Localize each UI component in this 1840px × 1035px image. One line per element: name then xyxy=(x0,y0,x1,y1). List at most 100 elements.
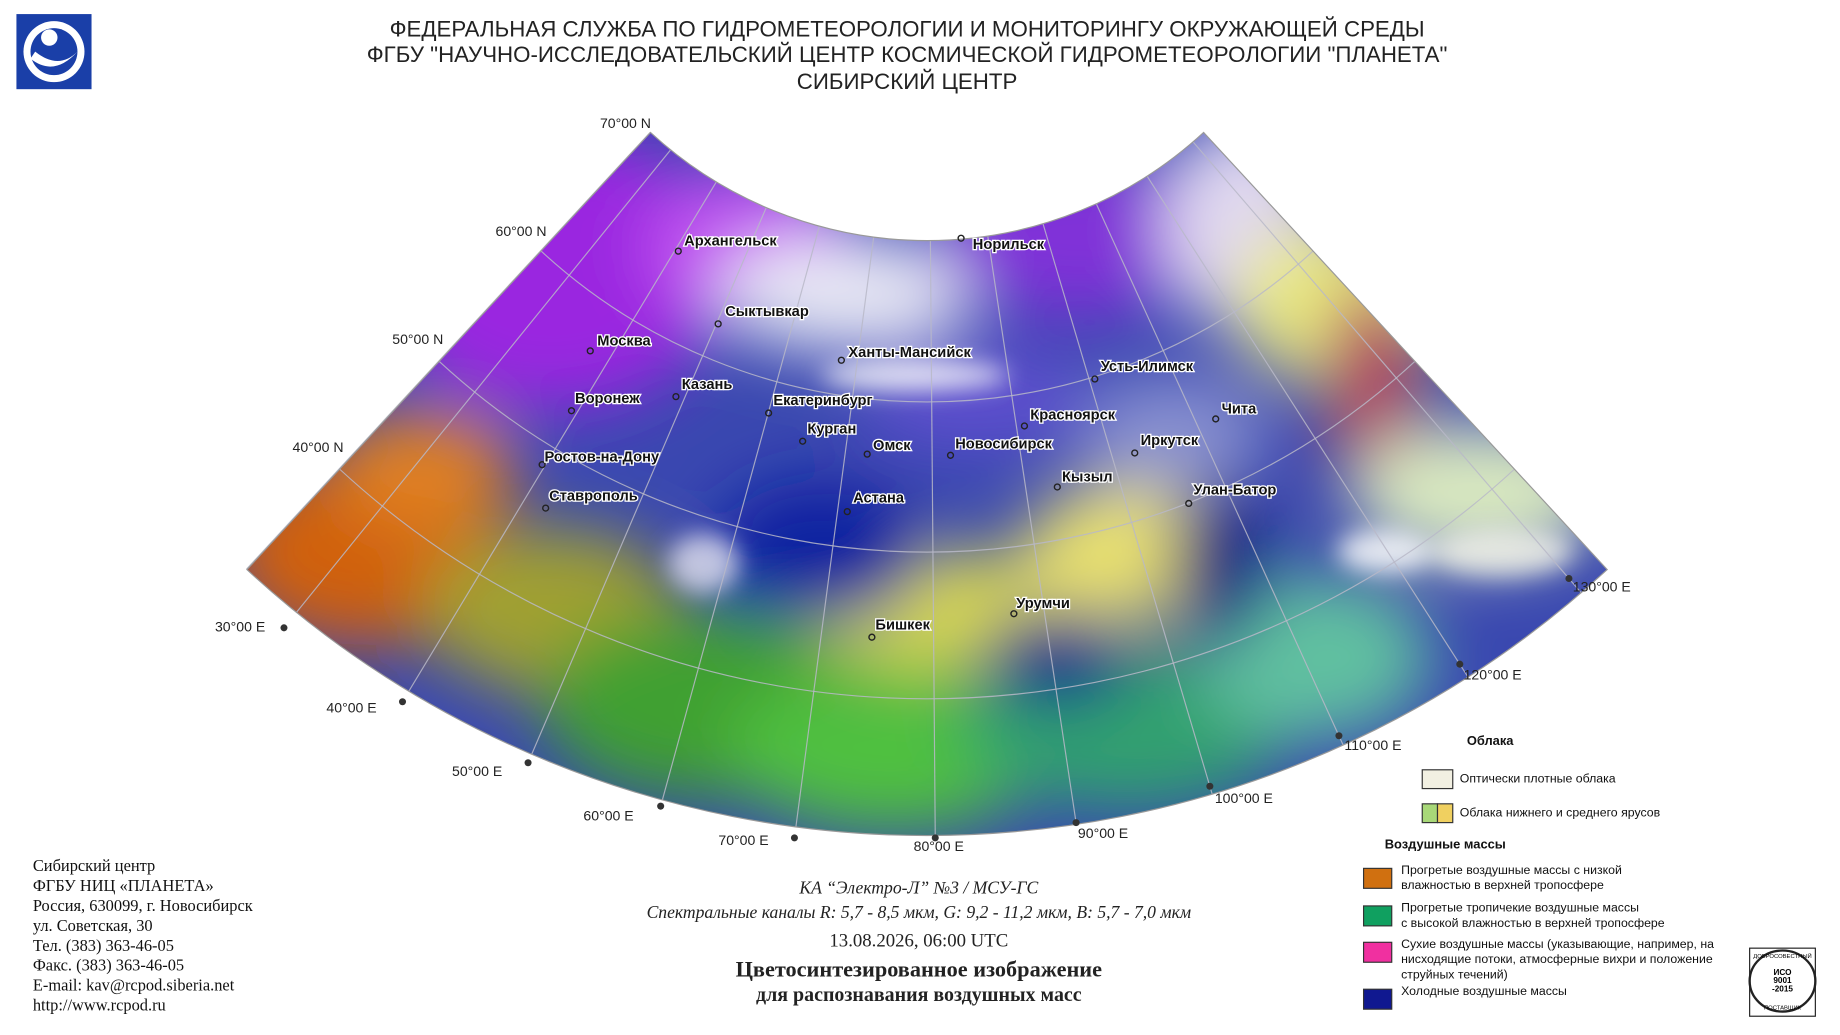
city-dot xyxy=(586,347,594,355)
contact-line: Тел. (383) 363-46-05 xyxy=(33,936,174,955)
city-label: Астана xyxy=(853,491,905,507)
city-dot xyxy=(837,356,846,364)
meridian-line xyxy=(295,149,672,613)
legend-label: Сухие воздушные массы (указывающие, напр… xyxy=(1401,937,1714,951)
longitude-label: 90°00 E xyxy=(1078,825,1128,841)
longitude-label: 120°00 E xyxy=(1464,667,1522,683)
meridian-line xyxy=(929,240,936,836)
longitude-label: 130°00 E xyxy=(1573,579,1631,595)
city-label: Воронеж xyxy=(575,391,640,407)
city-label: Улан-Батор xyxy=(1193,482,1276,498)
longitude-dot xyxy=(398,698,407,706)
legend-label: струйных течений) xyxy=(1401,967,1508,981)
city-label: Кызыл xyxy=(1062,469,1113,485)
channels: Спектральные каналы R: 5,7 - 8,5 мкм, G:… xyxy=(647,902,1191,922)
longitude-label: 80°00 E xyxy=(914,838,964,854)
map-frame xyxy=(246,131,1609,837)
latitude-line xyxy=(540,250,1314,403)
legend-label: Оптически плотные облака xyxy=(1460,771,1616,785)
city-dot xyxy=(946,451,955,459)
city-label: Москва xyxy=(597,333,651,349)
longitude-dot xyxy=(1206,782,1214,790)
caption: КА “Электро-Л” №3 / МСУ-ГС Спектральные к… xyxy=(647,878,1191,1006)
contact-line: Сибирский центр xyxy=(33,856,155,875)
city-label: Ханты-Мансийск xyxy=(848,345,971,361)
contact-line: ул. Советская, 30 xyxy=(33,916,153,935)
city-dot xyxy=(1131,449,1139,457)
legend-label: Прогретые воздушные массы с низкой xyxy=(1401,863,1622,877)
city-label: Курган xyxy=(807,421,856,437)
title: Цветосинтезированное изображение xyxy=(736,957,1103,982)
longitude-dot xyxy=(1456,660,1464,668)
longitude-label: 50°00 E xyxy=(452,763,502,779)
legend-label: с высокой влажностью в верхней тропосфер… xyxy=(1401,916,1665,930)
city-dot xyxy=(1053,483,1061,491)
city-label: Красноярск xyxy=(1030,407,1115,423)
longitude-dot xyxy=(790,834,798,842)
legend-swatch xyxy=(1362,905,1393,927)
city-label: Бишкек xyxy=(875,617,930,633)
city-label: Чита xyxy=(1222,401,1257,417)
city-dot xyxy=(1185,499,1193,508)
meridian-line xyxy=(1146,175,1469,678)
latitude-label: 60°00 N xyxy=(496,223,547,239)
logo xyxy=(16,14,92,90)
title: для распознавания воздушных масс xyxy=(756,984,1082,1006)
meridian-line xyxy=(531,207,767,755)
contact-line: E-mail: kav@rcpod.siberia.net xyxy=(33,976,235,995)
city-dot xyxy=(1020,422,1029,430)
longitude-label: 60°00 E xyxy=(583,807,633,823)
legend-label: нисходящие потоки, атмосферные вихри и п… xyxy=(1401,952,1713,966)
city-dot xyxy=(1212,415,1220,423)
city-label: Омск xyxy=(873,438,911,454)
longitude-dot xyxy=(1072,819,1080,827)
legend-swatch xyxy=(1362,867,1393,889)
latitude-label: 70°00 N xyxy=(600,115,651,131)
meridian-line xyxy=(1192,141,1582,594)
header-line: ФЕДЕРАЛЬНАЯ СЛУЖБА ПО ГИДРОМЕТЕОРОЛОГИИ … xyxy=(390,16,1425,41)
city-label: Норильск xyxy=(973,237,1045,253)
legend-label: Облака нижнего и среднего ярусов xyxy=(1460,805,1660,819)
latitude-line xyxy=(339,468,1515,700)
city-dot xyxy=(1010,610,1018,618)
longitude-label: 100°00 E xyxy=(1215,790,1273,806)
header-line: СИБИРСКИЙ ЦЕНТР xyxy=(797,69,1018,94)
city-dot xyxy=(764,409,773,417)
city-dot xyxy=(957,234,965,242)
city-label: Екатеринбург xyxy=(773,393,872,409)
longitude-dot xyxy=(657,802,665,810)
contact-line: Факс. (383) 363-46-05 xyxy=(33,956,184,975)
city-dot xyxy=(538,461,546,469)
longitude-dot xyxy=(524,759,532,767)
contact-line: ФГБУ НИЦ «ПЛАНЕТА» xyxy=(33,876,214,895)
city-label: Новосибирск xyxy=(955,437,1052,453)
city-dot xyxy=(843,507,851,516)
badge-text: ИСО xyxy=(1773,968,1792,977)
city-dot xyxy=(868,633,876,641)
longitude-label: 40°00 E xyxy=(326,699,376,715)
header: ФЕДЕРАЛЬНАЯ СЛУЖБА ПО ГИДРОМЕТЕОРОЛОГИИ … xyxy=(367,16,1448,94)
city-label: Урумчи xyxy=(1016,596,1070,612)
city-dot xyxy=(672,392,680,401)
longitude-dot xyxy=(280,624,288,632)
longitude-dot xyxy=(1335,732,1343,740)
city-label: Сыктывкар xyxy=(725,304,809,320)
city-dot xyxy=(1091,375,1099,383)
legend-swatch xyxy=(1362,941,1393,963)
longitude-dot xyxy=(931,834,939,842)
cities: Архангельск Норильск Сыктывкар Москва Ханты-… xyxy=(538,232,1278,641)
latitude-line xyxy=(438,360,1416,553)
city-dot xyxy=(714,320,722,328)
coordinate-labels: 70°00 N 60°00 N 50°00 N 40°00 N 30°00 E 40°00… xyxy=(215,115,1631,854)
legend-label: Прогретые тропичекие воздушные массы xyxy=(1401,901,1639,915)
meridian-line xyxy=(987,235,1077,825)
city-dot xyxy=(567,407,576,415)
longitude-label: 110°00 E xyxy=(1344,737,1401,753)
latitude-label: 50°00 N xyxy=(392,331,443,347)
contact-line: Россия, 630099, г. Новосибирск xyxy=(33,896,253,915)
datetime: 13.08.2026, 06:00 UTC xyxy=(829,931,1008,952)
meridian-line xyxy=(661,225,820,801)
